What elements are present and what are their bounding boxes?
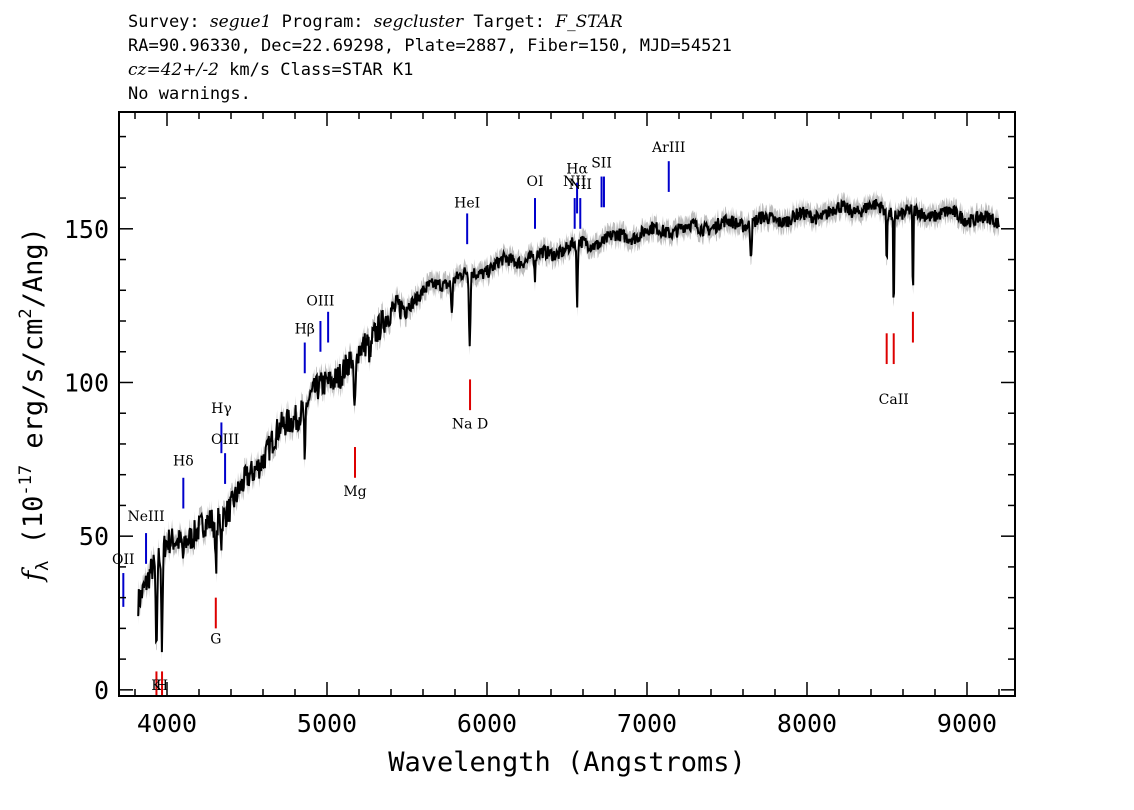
program-label: Program: bbox=[281, 12, 364, 32]
header-line-4: No warnings. bbox=[128, 84, 251, 104]
error-band-area bbox=[138, 189, 999, 662]
absorption-line-label: G bbox=[210, 632, 221, 648]
plot-frame bbox=[118, 111, 1016, 697]
x-tick-label: 5000 bbox=[297, 709, 357, 738]
absorption-line-marker: K bbox=[151, 671, 162, 696]
survey-label: Survey: bbox=[128, 12, 200, 32]
emission-line-label: OII bbox=[112, 552, 135, 568]
y-tick-label: 150 bbox=[64, 215, 109, 244]
emission-line-label: NeIII bbox=[127, 509, 164, 525]
emission-line-label: OIII bbox=[211, 432, 239, 448]
y-label-exp: -17 bbox=[16, 465, 36, 496]
target-value: F_STAR bbox=[555, 12, 623, 32]
x-tick-label: 8000 bbox=[777, 709, 837, 738]
y-label-units: erg/s/cm bbox=[18, 319, 49, 465]
y-tick-label: 100 bbox=[64, 368, 109, 397]
emission-line-marker: NII bbox=[563, 174, 586, 229]
emission-line-marker: ArIII bbox=[651, 140, 685, 192]
emission-line-marker: HeI bbox=[454, 195, 480, 245]
emission-line-label: OI bbox=[526, 174, 543, 190]
emission-line-marker: NeIII bbox=[127, 509, 165, 564]
emission-line-marker: OIII bbox=[306, 294, 334, 352]
spectrum-header: Survey: segue1 Program: segcluster Targe… bbox=[128, 10, 732, 106]
spectrum-line bbox=[137, 198, 1000, 653]
x-tick-label: 6000 bbox=[457, 709, 517, 738]
absorption-line-marker: Mg bbox=[343, 447, 367, 500]
spectrum-series bbox=[137, 198, 1000, 653]
emission-line-marker: NII bbox=[569, 177, 592, 229]
x-tick-label: 9000 bbox=[937, 709, 997, 738]
y-label-sub: λ bbox=[33, 561, 53, 571]
header-line-3: cz=42+/-2 km/s Class=STAR K1 bbox=[128, 58, 732, 82]
emission-line-marker: SII bbox=[591, 155, 612, 208]
absorption-line-marker: Na D bbox=[452, 379, 488, 433]
emission-line-marker: Hγ bbox=[211, 401, 232, 454]
survey-value: segue1 bbox=[209, 12, 272, 32]
target-label: Target: bbox=[473, 12, 546, 32]
absorption-line-label: H bbox=[156, 678, 168, 694]
redshift-value: cz=42+/-2 bbox=[128, 60, 219, 80]
program-value: segcluster bbox=[373, 12, 464, 32]
emission-line-label: Hδ bbox=[173, 453, 194, 469]
class-text: km/s Class=STAR K1 bbox=[218, 60, 414, 80]
error-band bbox=[138, 189, 999, 662]
emission-line-marker: OII bbox=[112, 552, 135, 607]
x-tick-label: 7000 bbox=[617, 709, 677, 738]
emission-line-marker: Hβ bbox=[295, 321, 315, 374]
axes: 4000 5000 6000 7000 8000 9000 0 50 100 150 bbox=[64, 112, 1015, 738]
emission-line-marker: Hδ bbox=[173, 453, 194, 509]
emission-line-label: OIII bbox=[306, 294, 334, 310]
header-line-2: RA=90.96330, Dec=22.69298, Plate=2887, F… bbox=[128, 36, 732, 56]
emission-line-marker: OIII bbox=[211, 432, 239, 484]
absorption-line-label: Mg bbox=[343, 484, 366, 500]
emission-line-marker: Hα bbox=[566, 161, 588, 214]
emission-line-label: Hα bbox=[566, 161, 588, 177]
x-tick-label: 4000 bbox=[137, 709, 197, 738]
emission-line-label: HeI bbox=[454, 195, 480, 211]
emission-line-label: NII bbox=[563, 174, 586, 190]
header-line-1: Survey: segue1 Program: segcluster Targe… bbox=[128, 10, 732, 34]
y-tick-label: 0 bbox=[94, 676, 109, 705]
x-axis-label: Wavelength (Angstroms) bbox=[388, 747, 746, 778]
absorption-line-marker: H bbox=[156, 671, 168, 696]
emission-line-label: Hγ bbox=[211, 401, 232, 417]
y-axis-label: fλ (10-17 erg/s/cm2/Ang) bbox=[16, 227, 53, 583]
y-label-tail: /Ang) bbox=[18, 227, 49, 308]
emission-line-label: SII bbox=[591, 155, 612, 171]
absorption-line-marker: G bbox=[210, 597, 221, 648]
absorption-line-label: Na D bbox=[452, 417, 488, 433]
absorption-line-marker: CaII bbox=[879, 333, 909, 408]
emission-line-label: NII bbox=[569, 177, 592, 193]
emission-line-label: Hβ bbox=[295, 321, 315, 337]
emission-line-marker: OI bbox=[526, 174, 544, 229]
y-label-rest: (10 bbox=[18, 496, 49, 561]
emission-line-label: ArIII bbox=[651, 140, 685, 156]
y-tick-label: 50 bbox=[79, 522, 109, 551]
y-label-exp2: 2 bbox=[16, 308, 36, 318]
absorption-line-label: K bbox=[151, 678, 162, 694]
absorption-line-label: CaII bbox=[879, 392, 909, 408]
